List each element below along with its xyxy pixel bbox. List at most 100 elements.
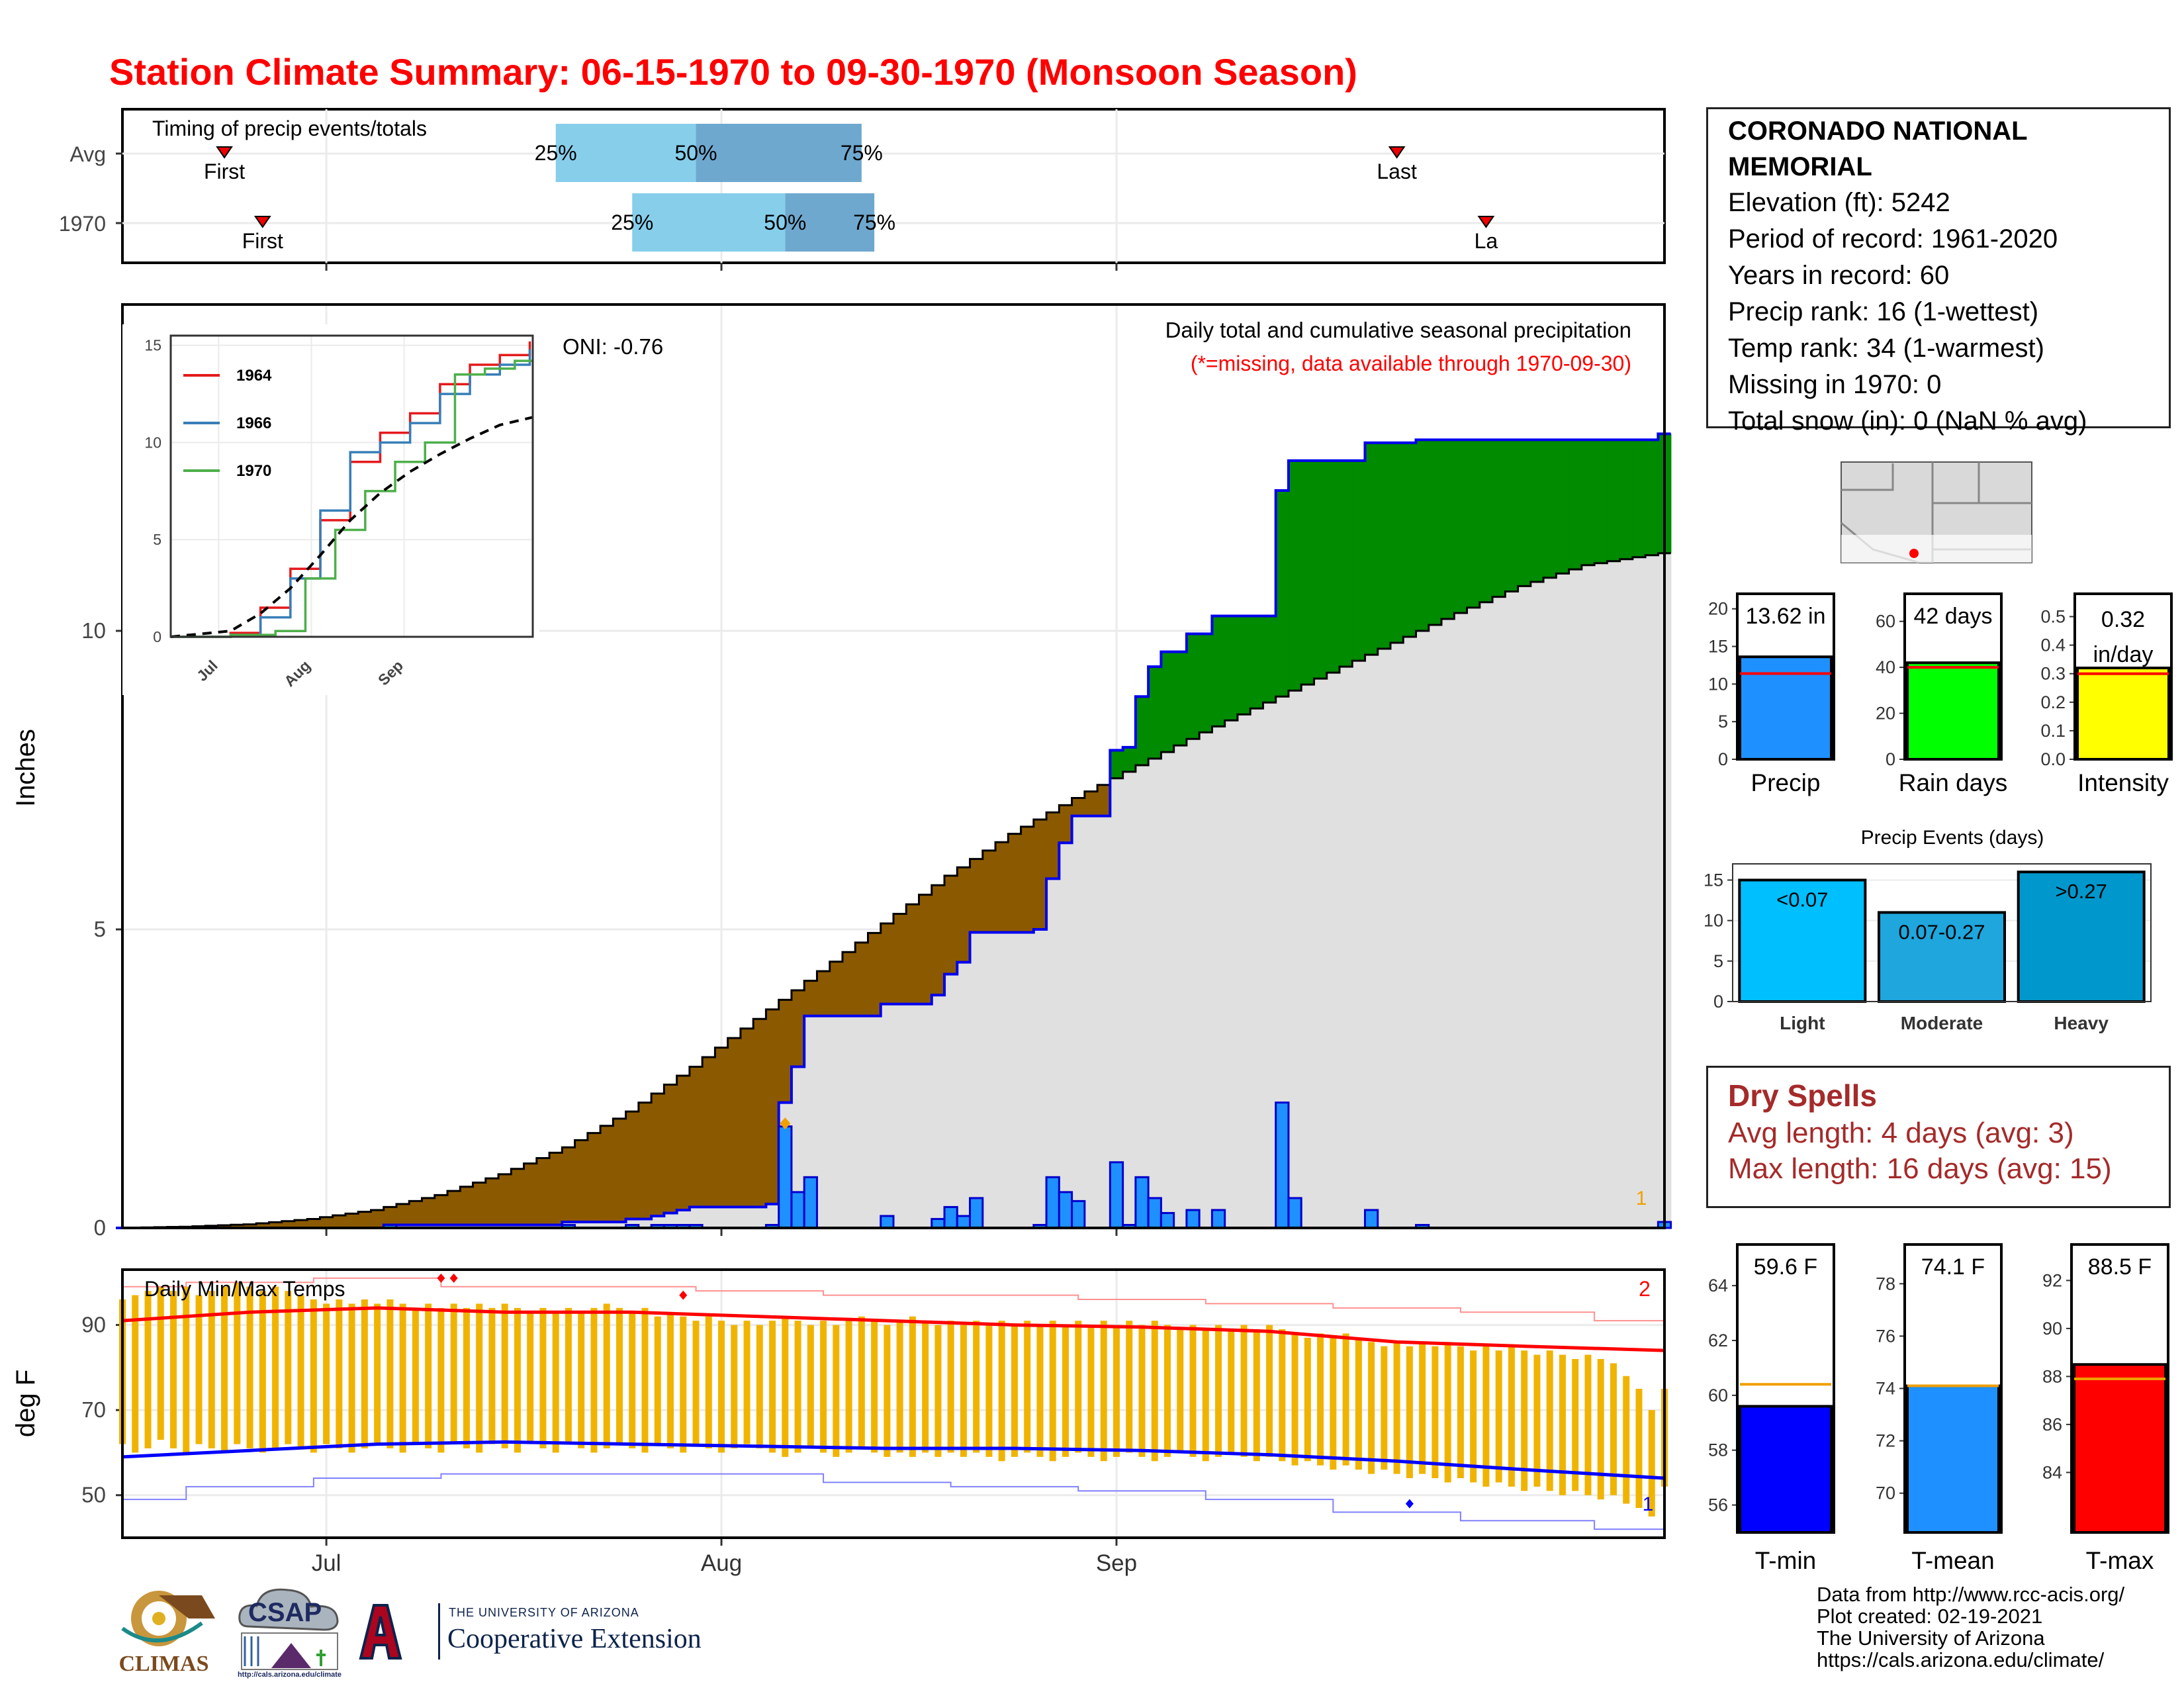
precip-surplus-fill	[1416, 440, 1430, 631]
footer-university: The University of Arizona	[1817, 1626, 2045, 1650]
daily-temp-range-bar	[552, 1312, 559, 1453]
station-name-line2: MEMORIAL	[1728, 152, 1872, 181]
dry-spells-box: Dry Spells Avg length: 4 days (avg: 3) M…	[1706, 1066, 2171, 1208]
daily-temp-range-bar	[297, 1295, 304, 1448]
daily-temp-range-bar	[680, 1316, 687, 1453]
inset-legend-label: 1966	[236, 414, 271, 432]
daily-temp-range-bar	[450, 1303, 457, 1444]
precip-surplus-fill	[1619, 440, 1633, 559]
summary-y-tick-label: 84	[2042, 1462, 2062, 1482]
precip-surplus-fill	[1135, 696, 1149, 765]
precip-deficit-fill	[766, 1009, 780, 1204]
precip-deficit-fill	[536, 1158, 550, 1225]
precip-base-fill	[1645, 555, 1659, 1228]
daily-temp-range-bar	[1584, 1354, 1592, 1495]
station-name-line1: CORONADO NATIONAL	[1728, 117, 2028, 146]
precip-deficit-fill	[294, 1220, 308, 1228]
daily-temp-range-bar	[1126, 1321, 1133, 1453]
daily-temp-range-bar	[1151, 1321, 1158, 1462]
precip-deficit-fill	[727, 1038, 741, 1207]
temp-corner-min-label: 1	[1643, 1493, 1654, 1515]
chart-title: Station Climate Summary: 06-15-1970 to 0…	[109, 51, 1357, 93]
precip-surplus-fill	[1161, 651, 1175, 753]
summary-y-tick-label: 40	[1876, 657, 1895, 677]
record-temp-marker	[437, 1273, 445, 1283]
daily-temp-range-bar	[603, 1303, 610, 1448]
events-bar-label: 0.07-0.27	[1899, 920, 1985, 943]
inset-legend-label: 1964	[236, 367, 272, 385]
timing-panel: Timing of precip events/totals Avg 25% 50% 7…	[59, 108, 1666, 271]
precip-deficit-fill	[1046, 812, 1060, 879]
summary-y-tick-label: 62	[1708, 1331, 1728, 1350]
precip-base-fill	[1033, 929, 1047, 1228]
precip-deficit-fill	[804, 980, 818, 1016]
precip-base-fill	[396, 1225, 410, 1228]
precip-base-fill	[1161, 752, 1175, 1228]
timing-frame	[121, 108, 1666, 264]
precip-base-fill	[1607, 561, 1621, 1228]
summary-y-tick-label: 0.1	[2040, 721, 2066, 741]
footer-credits: Data from http://www.rcc-acis.org/ Plot …	[1817, 1583, 2124, 1671]
footer-data-source: Data from http://www.rcc-acis.org/	[1817, 1583, 2125, 1606]
precip-deficit-fill	[574, 1140, 588, 1222]
precip-surplus-fill	[1505, 440, 1519, 592]
summary-bar	[1739, 655, 1833, 761]
record-max-line	[122, 1277, 1664, 1322]
precip-base-fill	[753, 1207, 767, 1228]
summary-bar	[1906, 1384, 2000, 1534]
temp-x-tick-label: Sep	[1096, 1550, 1137, 1576]
events-category-label: Heavy	[2054, 1013, 2109, 1033]
daily-temp-range-bar	[1138, 1325, 1146, 1457]
ua-name: THE UNIVERSITY OF ARIZONA	[449, 1606, 639, 1619]
precip-deficit-fill	[1071, 798, 1085, 816]
daily-temp-range-bar	[132, 1295, 139, 1453]
timing-q50-label: 50%	[764, 211, 806, 234]
daily-temp-range-bar	[769, 1321, 776, 1453]
daily-precip-bar	[1147, 1197, 1162, 1229]
precip-base-fill	[842, 1015, 856, 1228]
events-bar-label: <0.07	[1776, 888, 1828, 911]
precip-base-fill	[600, 1221, 614, 1228]
summary-y-tick-label: 88	[2042, 1366, 2062, 1386]
precip-deficit-fill	[281, 1221, 295, 1228]
summary-y-tick-label: 0.0	[2040, 749, 2066, 769]
daily-temp-range-bar	[629, 1312, 636, 1448]
inset-y-tick-label: 10	[144, 434, 161, 451]
daily-precip-bar	[803, 1176, 818, 1229]
daily-temp-range-bar	[705, 1316, 712, 1448]
summary-y-tick-label: 60	[1876, 612, 1895, 632]
daily-temp-range-bar	[1024, 1321, 1031, 1453]
daily-temp-range-bar	[820, 1321, 827, 1453]
precip-deficit-fill	[485, 1178, 499, 1225]
record-temp-marker	[1405, 1499, 1414, 1509]
timing-title: Timing of precip events/totals	[152, 117, 427, 140]
precip-base-fill	[715, 1207, 729, 1228]
daily-precip-bar	[1045, 1176, 1060, 1229]
precip-corner-label: 1	[1636, 1188, 1647, 1209]
daily-temp-range-bar	[1330, 1337, 1337, 1470]
daily-temp-range-bar	[387, 1299, 394, 1448]
avg-min-temp-line	[122, 1440, 1665, 1480]
precip-base-fill	[1467, 607, 1480, 1228]
daily-temp-range-bar	[425, 1303, 432, 1448]
precip-base-fill	[1594, 563, 1608, 1228]
daily-temp-range-bar	[348, 1303, 355, 1453]
precip-base-fill	[523, 1225, 537, 1228]
daily-temp-range-bar	[960, 1325, 967, 1457]
station-precip-rank: Precip rank: 16 (1-wettest)	[1728, 297, 2039, 326]
precip-surplus-fill	[1390, 442, 1404, 643]
daily-temps-panel: 50 70 90 Jul Aug Sep deg F Daily Min/Max Temps 2…	[11, 1268, 1668, 1576]
daily-precip-bar	[880, 1215, 895, 1229]
precip-deficit-fill	[332, 1215, 346, 1228]
daily-temp-range-bar	[998, 1321, 1005, 1462]
precip-surplus-fill	[1110, 750, 1124, 778]
summary-y-tick-label: 0.3	[2040, 664, 2066, 684]
precip-y-axis-label: Inches	[11, 729, 40, 807]
precip-base-fill	[740, 1207, 754, 1228]
precip-base-fill	[485, 1225, 499, 1228]
precip-deficit-fill	[600, 1125, 614, 1222]
summary-value-label: 13.62 in	[1746, 604, 1826, 629]
precip-deficit-fill	[625, 1111, 639, 1219]
precip-base-fill	[1581, 565, 1595, 1228]
